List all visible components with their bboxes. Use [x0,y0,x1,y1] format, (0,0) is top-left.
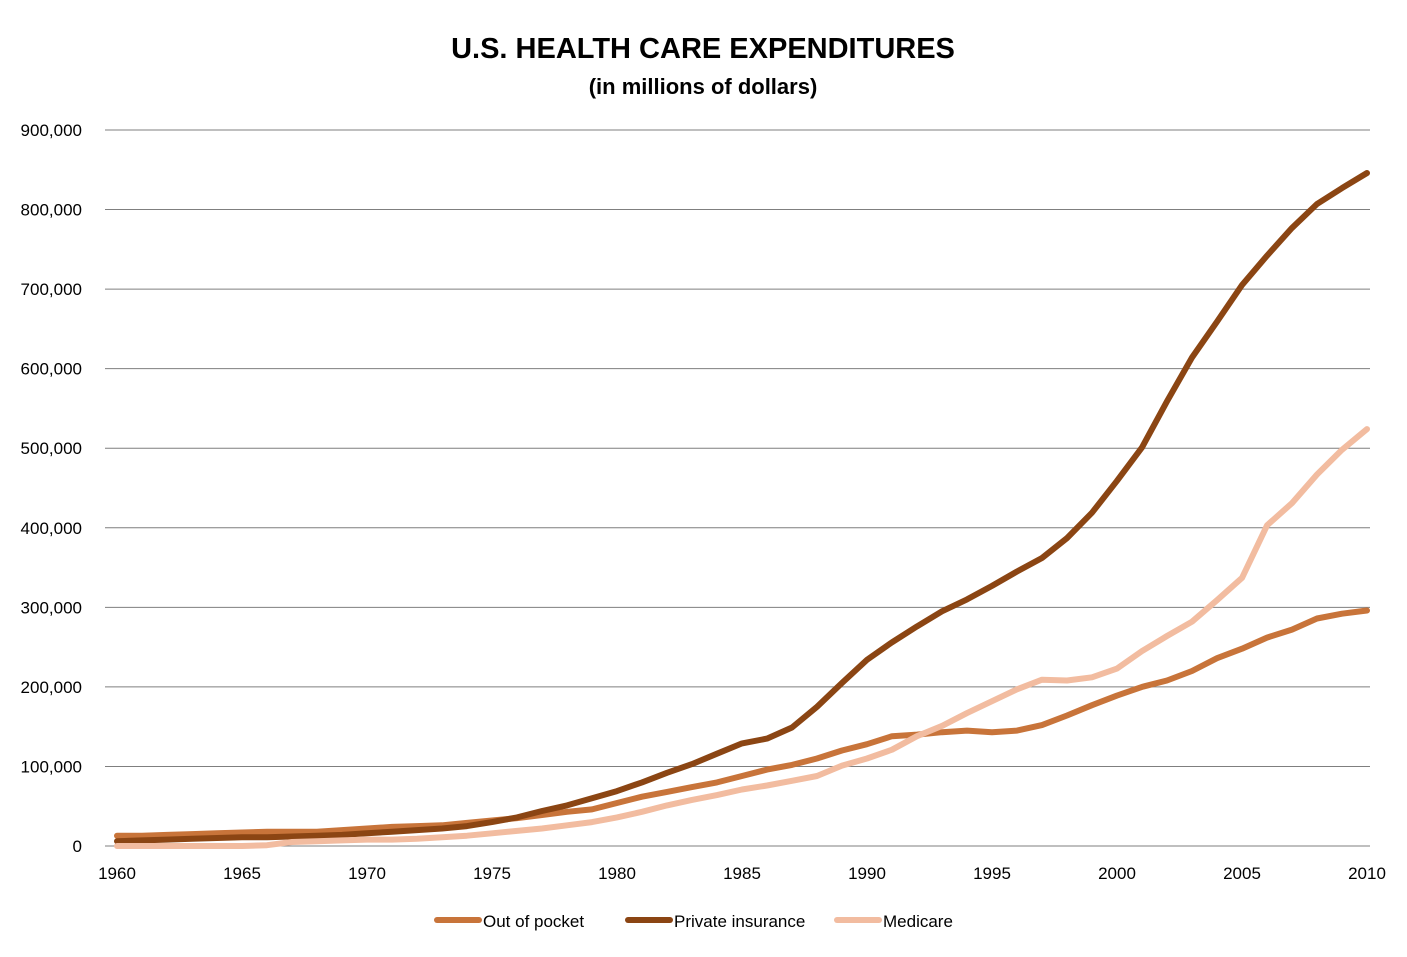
x-axis-tick-labels: 1960 1965 1970 1975 1980 1985 1990 1995 2000 2005… [98,864,1386,883]
x-tick-label: 1995 [973,864,1011,883]
series-line-medicare [114,426,1370,849]
x-tick-label: 1960 [98,864,136,883]
legend-label-out-of-pocket: Out of pocket [483,912,584,931]
x-tick-label: 1965 [223,864,261,883]
y-tick-label: 900,000 [21,121,82,140]
series-line-out-of-pocket [114,607,1370,839]
y-tick-label: 200,000 [21,678,82,697]
x-tick-label: 1985 [723,864,761,883]
y-tick-label: 700,000 [21,280,82,299]
y-tick-label: 600,000 [21,360,82,379]
x-tick-label: 2010 [1348,864,1386,883]
x-tick-label: 1980 [598,864,636,883]
y-tick-label: 0 [73,837,82,856]
gridlines [105,129,1370,847]
x-tick-label: 1990 [848,864,886,883]
y-tick-label: 500,000 [21,439,82,458]
chart-subtitle: (in millions of dollars) [589,74,818,99]
series-lines [114,170,1370,849]
x-tick-label: 1975 [473,864,511,883]
x-tick-label: 2005 [1223,864,1261,883]
y-tick-label: 400,000 [21,519,82,538]
y-tick-label: 800,000 [21,201,82,220]
chart-title: U.S. HEALTH CARE EXPENDITURES [451,33,955,65]
legend-label-medicare: Medicare [883,912,953,931]
series-line-private-insurance [114,170,1370,845]
y-tick-label: 100,000 [21,757,82,776]
legend-label-private-insurance: Private insurance [674,912,805,931]
legend: Out of pocket Private insurance Medicare [434,912,953,931]
x-tick-label: 2000 [1098,864,1136,883]
y-axis-tick-labels: 0 100,000 200,000 300,000 400,000 500,000 600,… [21,121,82,856]
y-tick-label: 300,000 [21,598,82,617]
x-tick-label: 1970 [348,864,386,883]
